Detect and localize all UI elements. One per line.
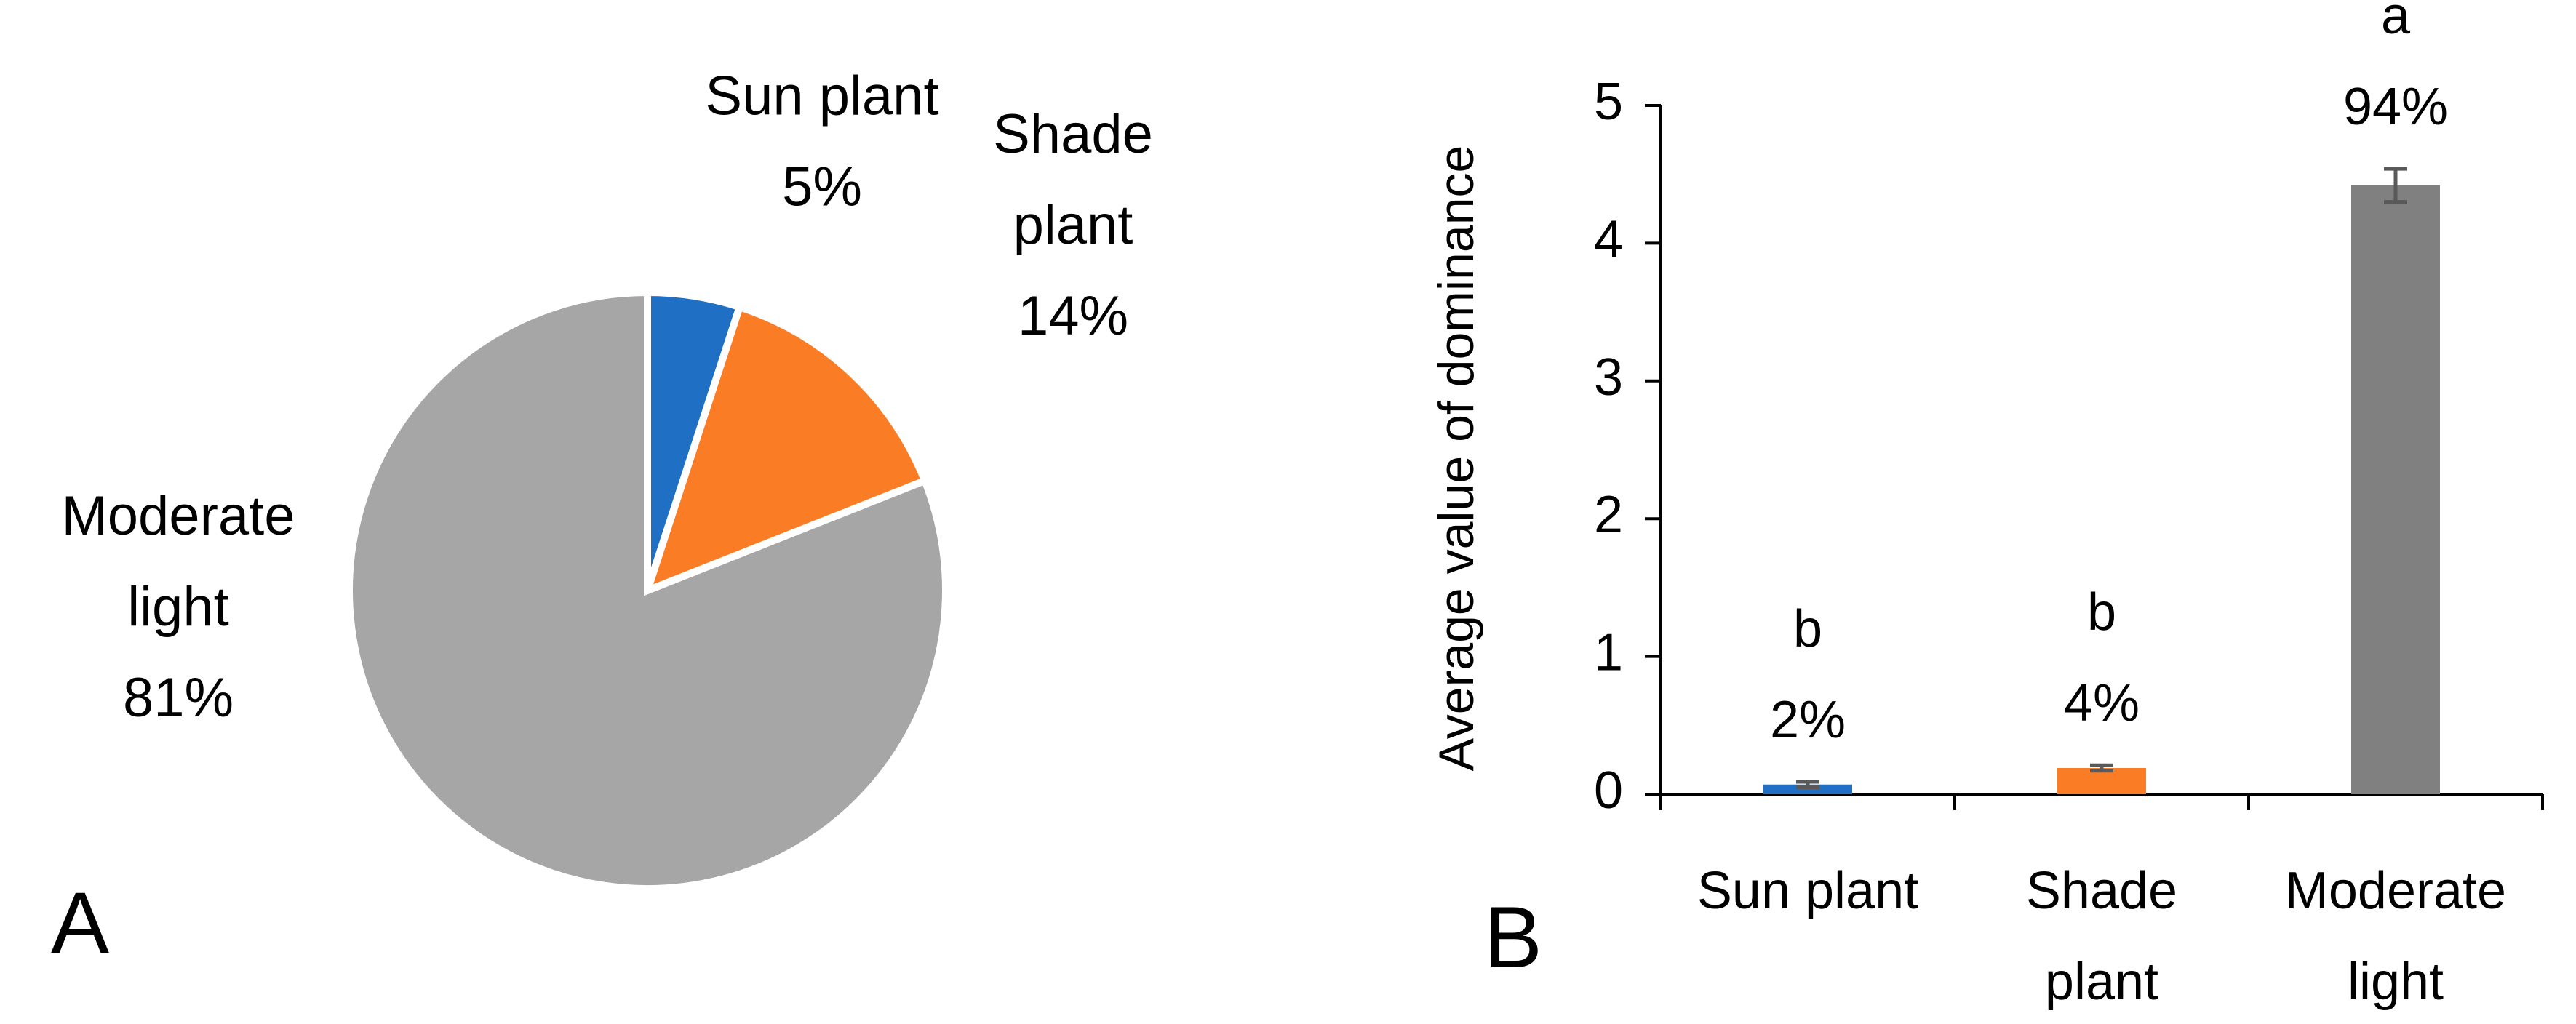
y-tick-label-3: 3 [1594,348,1623,407]
pie-labels: Sun plant 5% Shade plant 14% Moderate light 81% [61,65,1152,729]
category-label-moderate-light-line-1: light [2348,953,2444,1011]
pie-label-shade-plant-line-2: 14% [1018,285,1128,347]
percent-label-moderate-light: 94% [2343,78,2448,136]
significance-letter-shade-plant: b [2087,583,2116,641]
category-label-shade-plant-line-0: Shade [2026,862,2177,920]
pie-label-shade-plant-line-1: plant [1013,194,1133,256]
pie-slice-shade-plant [641,302,930,597]
y-axis-title: Average value of dominance [1429,145,1484,772]
y-tick-label-2: 2 [1594,486,1623,544]
pie-slice-moderate-light [346,288,949,892]
pie-label-moderate-light-line-1: light [127,576,228,638]
y-tick-label-1: 1 [1594,624,1623,682]
category-label-shade-plant-line-1: plant [2045,953,2158,1011]
pie-label-sun-plant-line-1: 5% [782,156,862,218]
bar-chart-panel: 0 1 2 3 4 5 b 2% Sun plant b 4% Shade plant a 94% Moder… [1309,0,2576,1024]
y-tick-label-4: 4 [1594,210,1623,268]
bar-marks [1763,167,2440,795]
panel-label-a: A [51,874,109,972]
pie-chart-panel: Sun plant 5% Shade plant 14% Moderate light 81%… [51,65,1153,972]
percent-label-shade-plant: 4% [2064,674,2140,732]
y-tick-label-0: 0 [1594,761,1623,820]
bar-sun-plant [1763,784,1852,794]
percent-label-sun-plant: 2% [1770,691,1846,749]
bar-texts: 0 1 2 3 4 5 b 2% Sun plant b 4% Shade plant a 94% Moder… [1594,0,2506,1011]
pie-label-sun-plant-line-0: Sun plant [705,65,938,127]
category-label-moderate-light-line-0: Moderate [2285,862,2506,920]
bar-moderate-light [2351,185,2440,795]
bar-chart: 0 1 2 3 4 5 b 2% Sun plant b 4% Shade plant a 94% Moder… [1429,0,2544,1011]
pie-slices [346,288,949,892]
pie-label-moderate-light-line-2: 81% [123,667,234,729]
category-label-sun-plant-line-0: Sun plant [1697,862,1918,920]
significance-letter-moderate-light: a [2381,0,2411,45]
pie-label-moderate-light-line-0: Moderate [61,485,295,547]
pie-label-shade-plant-line-0: Shade [993,103,1153,165]
significance-letter-sun-plant: b [1793,600,1822,658]
y-tick-label-5: 5 [1594,73,1623,131]
pie-chart: Sun plant 5% Shade plant 14% Moderate light 81%… [51,65,1153,972]
panel-label-b: B [1484,889,1542,986]
